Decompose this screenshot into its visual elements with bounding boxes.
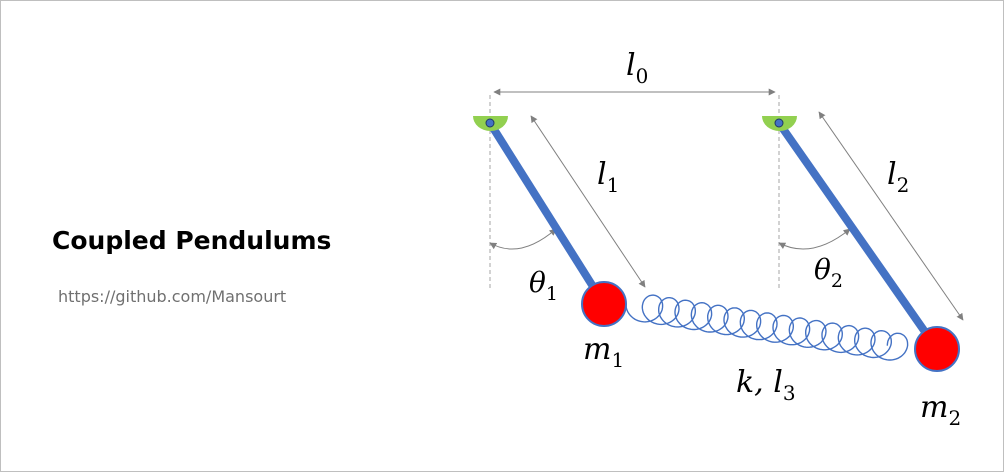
label-theta2: θ2 [814,253,843,292]
l1-dimension-arrow [530,115,646,288]
page-title: Coupled Pendulums [52,226,332,255]
theta1-angle-arc [489,228,557,250]
rod-left [486,120,608,307]
rod-right [775,120,941,352]
label-l1: l1 [597,157,619,197]
label-theta1: θ1 [529,266,558,305]
label-l2: l2 [887,157,909,197]
mass-bob-left [581,281,627,327]
label-m2: m2 [920,390,961,430]
label-l0: l0 [626,48,648,88]
spring-coil [625,294,909,361]
theta2-angle-arc [778,228,851,250]
pivot-pin-right [774,118,784,128]
credit-link-text: https://github.com/Mansourt [58,287,287,306]
mass-bob-right [914,326,960,372]
label-m1: m1 [583,332,624,372]
pivot-pin-left [485,118,495,128]
label-spring: k, l3 [736,365,796,405]
l2-dimension-arrow [818,111,964,321]
